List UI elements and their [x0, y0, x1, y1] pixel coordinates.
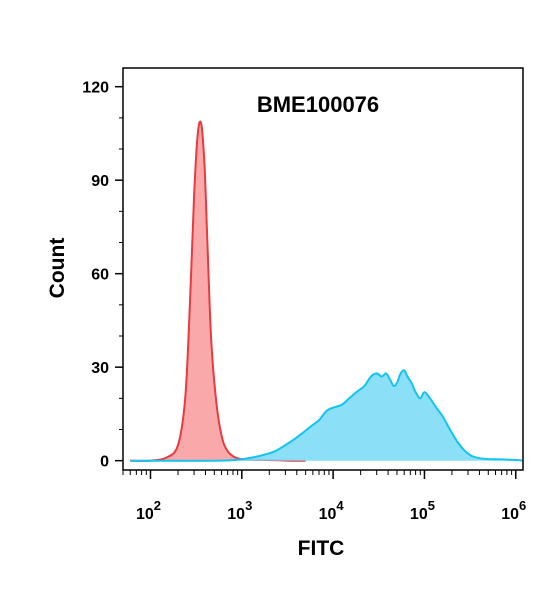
- chart-title: BME100076: [257, 92, 379, 117]
- x-tick-label: 103: [227, 498, 252, 523]
- x-axis-title: FITC: [298, 537, 345, 560]
- x-tick-label: 102: [136, 498, 161, 523]
- axis-layer: 0 30 60 90 120 102 103 104 105 106: [82, 67, 526, 523]
- y-tick-label: 90: [91, 173, 109, 190]
- x-tick-label: 105: [410, 498, 435, 523]
- x-tick-label: 106: [501, 498, 526, 523]
- histogram-line-1: [130, 120, 306, 462]
- y-tick-label: 60: [91, 267, 109, 284]
- plot-frame: [122, 67, 524, 471]
- y-tick-label: 30: [91, 360, 109, 377]
- y-tick-label: 120: [82, 80, 109, 97]
- y-tick-label: 0: [100, 454, 109, 471]
- x-tick-label: 104: [319, 498, 345, 523]
- y-axis-title: Count: [46, 238, 69, 299]
- histogram-line-2: [130, 369, 524, 462]
- series-layer: [130, 120, 524, 462]
